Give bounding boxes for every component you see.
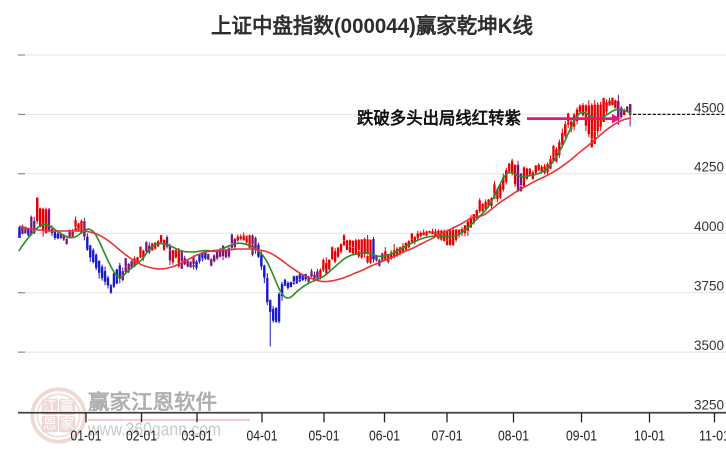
svg-text:4250: 4250 bbox=[694, 160, 724, 175]
svg-text:江: 江 bbox=[43, 398, 57, 414]
svg-text:4000: 4000 bbox=[694, 219, 724, 234]
svg-text:赢家江恩软件: 赢家江恩软件 bbox=[88, 390, 217, 414]
svg-text:www.360gann.com: www.360gann.com bbox=[87, 420, 221, 440]
svg-text:3250: 3250 bbox=[694, 397, 724, 412]
svg-text:赢: 赢 bbox=[60, 398, 74, 414]
svg-text:10-01: 10-01 bbox=[634, 428, 665, 445]
svg-text:4500: 4500 bbox=[694, 100, 724, 115]
svg-text:恩: 恩 bbox=[43, 416, 57, 432]
svg-text:上证中盘指数(000044)赢家乾坤K线: 上证中盘指数(000044)赢家乾坤K线 bbox=[211, 14, 533, 38]
svg-text:07-01: 07-01 bbox=[432, 428, 463, 445]
svg-text:家: 家 bbox=[60, 416, 74, 432]
svg-text:11-01: 11-01 bbox=[699, 428, 726, 445]
svg-text:04-01: 04-01 bbox=[247, 428, 278, 445]
svg-text:跌破多头出局线红转紫: 跌破多头出局线红转紫 bbox=[357, 108, 521, 128]
svg-text:05-01: 05-01 bbox=[309, 428, 340, 445]
svg-text:03-01: 03-01 bbox=[182, 428, 213, 445]
svg-text:06-01: 06-01 bbox=[369, 428, 400, 445]
svg-text:08-01: 08-01 bbox=[498, 428, 529, 445]
svg-text:3750: 3750 bbox=[694, 279, 724, 294]
svg-text:09-01: 09-01 bbox=[566, 428, 597, 445]
svg-text:02-01: 02-01 bbox=[126, 428, 157, 445]
svg-text:01-01: 01-01 bbox=[71, 428, 102, 445]
svg-text:3500: 3500 bbox=[694, 338, 724, 353]
